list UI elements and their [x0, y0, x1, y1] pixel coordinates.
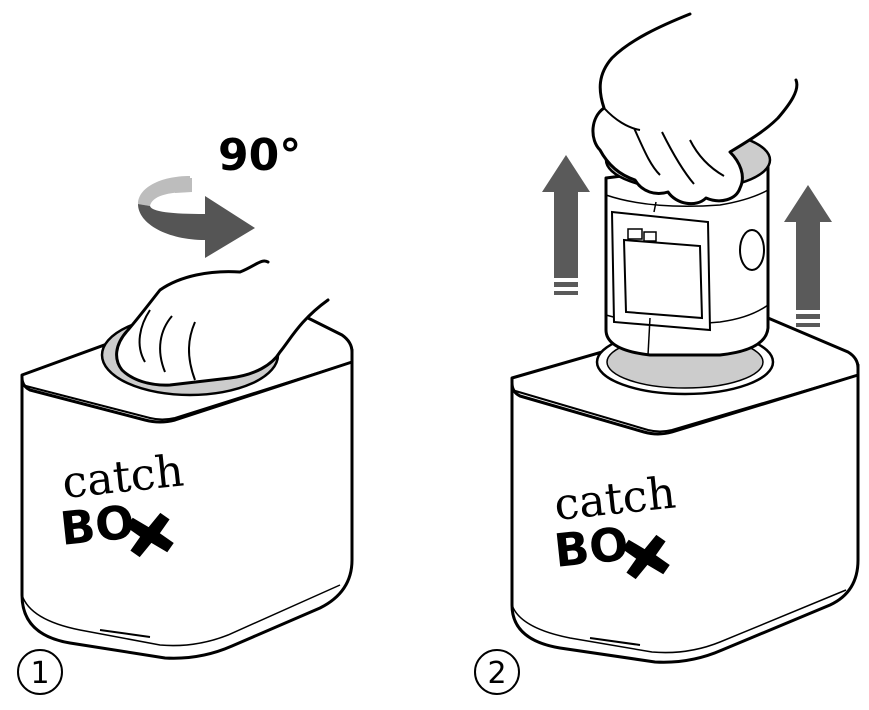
- logo-text-box-1: BO: [58, 494, 137, 555]
- step-2-number: 2: [487, 656, 506, 691]
- x-blob-icon: [622, 534, 670, 580]
- hand-icon: [115, 259, 330, 387]
- step-1-badge: 1: [17, 649, 63, 695]
- logo-text-box-2: BO: [552, 516, 631, 577]
- hand-icon: [591, 12, 799, 206]
- catchbox-transmitter: [604, 128, 772, 357]
- x-blob-icon: [126, 512, 174, 558]
- up-arrow-icon: [542, 155, 590, 295]
- logo-text-catch-2: catch: [552, 468, 678, 531]
- rotation-degree-label: 90°: [218, 130, 301, 181]
- catchbox-logo-2: catch BO: [552, 468, 678, 580]
- step-2-badge: 2: [474, 649, 520, 695]
- step-1-panel: 90° catch BO 1: [17, 130, 354, 695]
- logo-text-catch-1: catch: [60, 446, 186, 509]
- up-arrow-icon: [784, 185, 832, 327]
- step-1-number: 1: [30, 656, 49, 691]
- catchbox-logo-1: catch BO: [58, 446, 186, 558]
- step-2-panel: catch BO 2: [474, 12, 860, 695]
- rotate-arrow-icon: [138, 176, 255, 258]
